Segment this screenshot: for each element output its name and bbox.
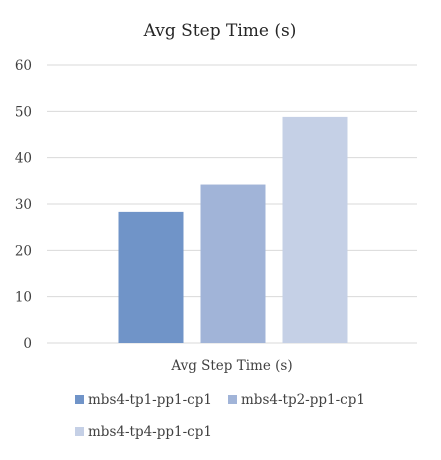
legend-item: mbs4-tp4-pp1-cp1 (75, 424, 212, 440)
y-tick-label: 0 (23, 336, 32, 352)
y-tick-label: 30 (15, 197, 32, 213)
legend-label: mbs4-tp2-pp1-cp1 (241, 392, 365, 408)
legend-label: mbs4-tp1-pp1-cp1 (88, 392, 212, 408)
y-tick-label: 60 (15, 58, 32, 74)
y-tick-label: 40 (15, 151, 32, 167)
legend-swatch (75, 395, 84, 404)
legend-item: mbs4-tp1-pp1-cp1 (75, 392, 212, 408)
y-tick-label: 10 (15, 290, 32, 306)
chart-title: Avg Step Time (s) (143, 21, 297, 41)
legend-swatch (228, 395, 237, 404)
bar-mbs4-tp1-pp1-cp1 (118, 211, 184, 343)
legend-label: mbs4-tp4-pp1-cp1 (88, 424, 212, 440)
y-tick-label: 20 (15, 243, 32, 259)
x-axis-category-label: Avg Step Time (s) (170, 358, 292, 374)
legend-item: mbs4-tp2-pp1-cp1 (228, 392, 365, 408)
legend-swatch (75, 427, 84, 436)
y-axis-ticks: 0 10 20 30 40 50 60 (15, 58, 32, 352)
bar-mbs4-tp4-pp1-cp1 (282, 116, 348, 343)
legend: mbs4-tp1-pp1-cp1 mbs4-tp2-pp1-cp1 mbs4-tp4… (75, 392, 365, 440)
bar-mbs4-tp2-pp1-cp1 (200, 184, 266, 343)
bars (118, 116, 348, 343)
y-tick-label: 50 (15, 104, 32, 120)
